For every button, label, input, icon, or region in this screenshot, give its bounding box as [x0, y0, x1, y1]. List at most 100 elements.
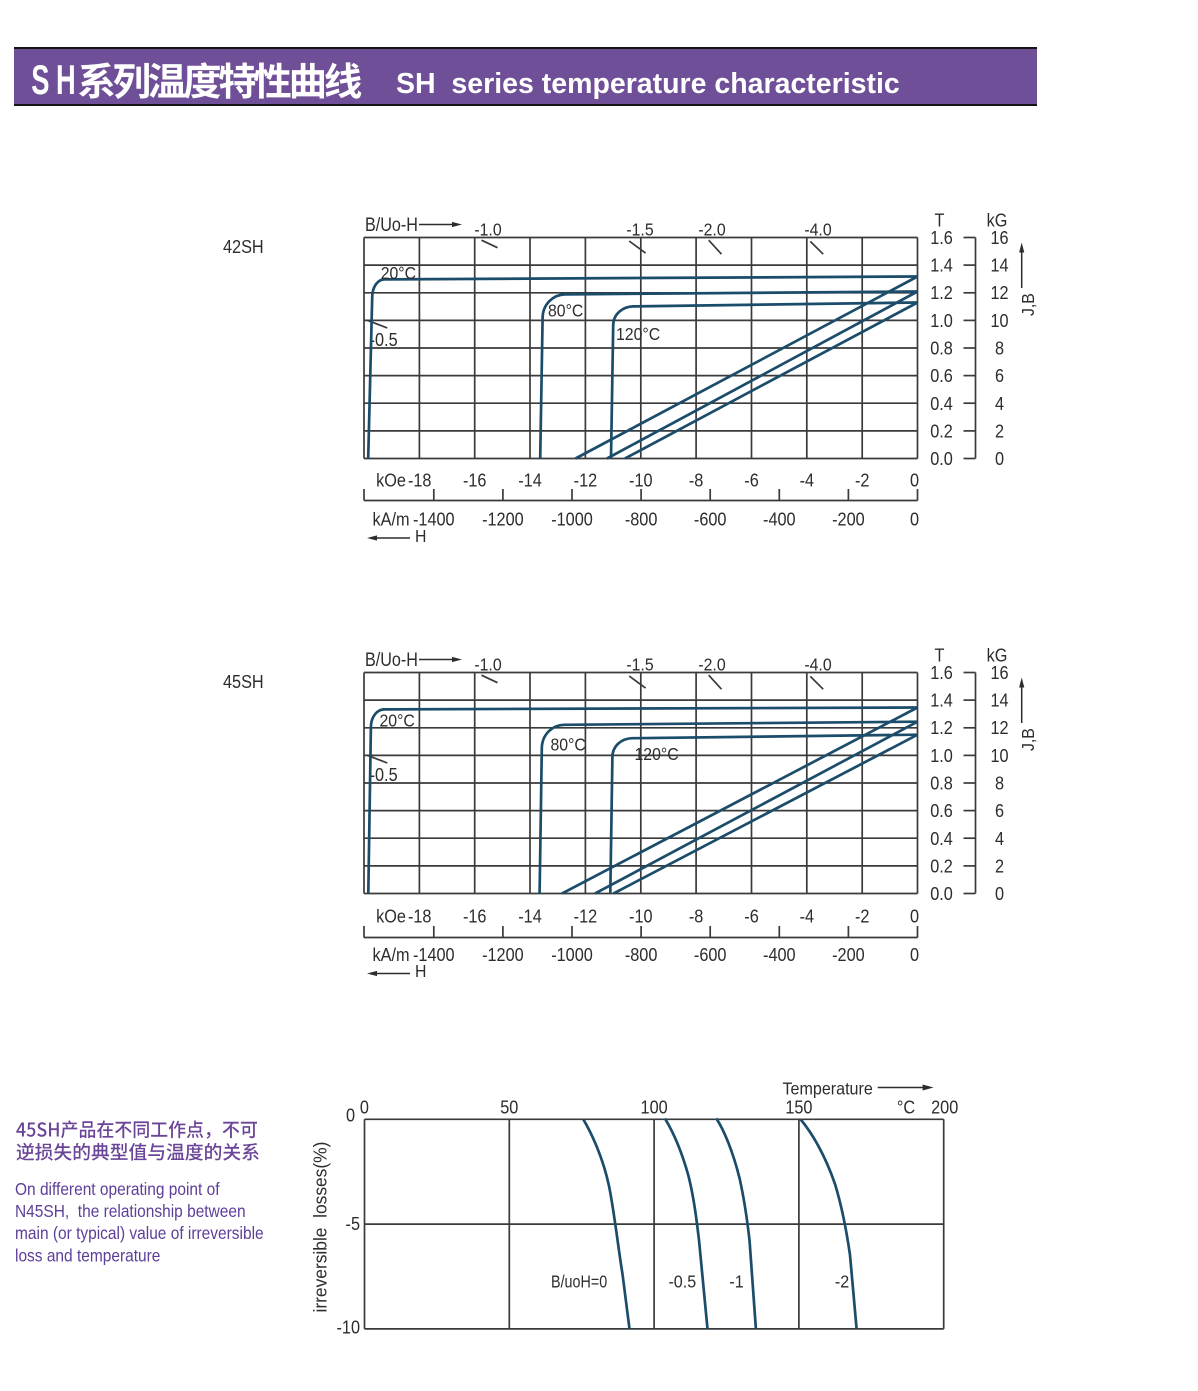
- svg-text:0.0: 0.0: [930, 883, 953, 904]
- svg-text:B/Uo-H: B/Uo-H: [365, 214, 418, 236]
- svg-text:-4.0: -4.0: [804, 220, 831, 240]
- svg-text:1.6: 1.6: [930, 227, 953, 248]
- svg-text:N45SH, the relationship betwe: N45SH, the relationship between: [15, 1201, 246, 1221]
- svg-text:B/uoH=0: B/uoH=0: [551, 1273, 607, 1292]
- svg-text:16: 16: [990, 227, 1008, 248]
- svg-text:0: 0: [346, 1105, 355, 1126]
- svg-text:H: H: [415, 526, 426, 546]
- svg-text:-1200: -1200: [482, 944, 524, 965]
- svg-text:-200: -200: [832, 944, 865, 965]
- svg-text:-8: -8: [689, 470, 703, 491]
- svg-text:irreversible losses(%): irreversible losses(%): [310, 1142, 331, 1313]
- svg-text:-8: -8: [689, 906, 703, 927]
- svg-text:80°C: 80°C: [551, 735, 586, 755]
- svg-text:-0.5: -0.5: [370, 329, 398, 350]
- svg-text:-1400: -1400: [413, 509, 455, 530]
- svg-text:14: 14: [990, 690, 1008, 711]
- svg-text:8: 8: [995, 338, 1004, 359]
- svg-text:8: 8: [995, 773, 1004, 794]
- svg-text:T: T: [935, 210, 945, 231]
- svg-text:2: 2: [995, 855, 1004, 876]
- svg-text:main (or typical) value of irr: main (or typical) value of irreversible: [15, 1223, 264, 1243]
- svg-text:0: 0: [910, 944, 919, 965]
- svg-text:kA/m: kA/m: [372, 944, 409, 965]
- svg-text:-1.5: -1.5: [626, 220, 653, 240]
- svg-text:-10: -10: [336, 1317, 360, 1338]
- svg-text:-10: -10: [629, 470, 653, 491]
- svg-text:-12: -12: [574, 906, 598, 927]
- svg-text:-200: -200: [832, 509, 865, 530]
- svg-text:150: 150: [785, 1097, 812, 1118]
- svg-text:120°C: 120°C: [616, 324, 660, 344]
- svg-text:kA/m: kA/m: [372, 509, 409, 530]
- svg-text:-0.5: -0.5: [668, 1272, 696, 1292]
- svg-text:10: 10: [990, 745, 1008, 766]
- svg-text:H: H: [415, 961, 426, 981]
- svg-text:-1400: -1400: [413, 944, 455, 965]
- svg-text:-12: -12: [574, 470, 598, 491]
- svg-text:B/Uo-H: B/Uo-H: [365, 649, 418, 671]
- svg-text:0.0: 0.0: [930, 448, 953, 469]
- svg-text:1.4: 1.4: [930, 255, 953, 276]
- svg-text:-4: -4: [800, 906, 815, 927]
- svg-text:-1.5: -1.5: [626, 655, 653, 675]
- svg-text:12: 12: [990, 717, 1008, 738]
- svg-text:100: 100: [641, 1097, 668, 1118]
- svg-text:1.4: 1.4: [930, 690, 953, 711]
- svg-text:-1.0: -1.0: [474, 655, 501, 675]
- svg-text:-6: -6: [744, 470, 758, 491]
- svg-text:kOe: kOe: [376, 906, 406, 927]
- svg-text:0.4: 0.4: [930, 828, 953, 849]
- svg-text:0.6: 0.6: [930, 800, 953, 821]
- svg-text:-400: -400: [763, 944, 796, 965]
- svg-text:120°C: 120°C: [635, 744, 679, 764]
- svg-text:-1.0: -1.0: [474, 220, 501, 240]
- svg-text:-600: -600: [694, 944, 727, 965]
- svg-text:-5: -5: [346, 1213, 360, 1234]
- svg-text:kG: kG: [987, 645, 1008, 666]
- svg-text:0: 0: [910, 470, 919, 491]
- svg-text:T: T: [935, 645, 945, 666]
- svg-text:6: 6: [995, 800, 1004, 821]
- svg-text:-14: -14: [518, 470, 542, 491]
- svg-text:-1000: -1000: [551, 944, 593, 965]
- svg-text:-14: -14: [518, 906, 542, 927]
- svg-text:-18: -18: [408, 470, 432, 491]
- svg-text:20°C: 20°C: [380, 711, 415, 731]
- svg-text:12: 12: [990, 282, 1008, 303]
- svg-text:-1200: -1200: [482, 509, 524, 530]
- svg-text:16: 16: [990, 662, 1008, 683]
- svg-text:20°C: 20°C: [381, 263, 416, 283]
- svg-text:-6: -6: [744, 906, 758, 927]
- svg-text:4: 4: [995, 393, 1004, 414]
- svg-text:-800: -800: [625, 944, 658, 965]
- svg-text:0: 0: [995, 448, 1004, 469]
- svg-text:0.8: 0.8: [930, 773, 953, 794]
- svg-text:-2: -2: [855, 906, 869, 927]
- svg-text:0.6: 0.6: [930, 365, 953, 386]
- svg-text:200: 200: [931, 1097, 958, 1118]
- svg-text:0.2: 0.2: [930, 420, 953, 441]
- svg-text:SH series temperature charact: SH series temperature characteristic: [396, 68, 900, 100]
- svg-text:-2.0: -2.0: [698, 655, 725, 675]
- svg-text:-4: -4: [800, 470, 815, 491]
- svg-text:loss and temperature: loss and temperature: [15, 1245, 160, 1265]
- svg-text:6: 6: [995, 365, 1004, 386]
- svg-text:4: 4: [995, 828, 1004, 849]
- svg-text:0: 0: [360, 1097, 369, 1118]
- svg-text:1.2: 1.2: [930, 282, 953, 303]
- svg-text:-16: -16: [463, 470, 487, 491]
- svg-text:°C: °C: [897, 1097, 915, 1118]
- svg-text:kOe: kOe: [376, 470, 406, 491]
- svg-text:-0.5: -0.5: [370, 764, 398, 785]
- svg-text:-600: -600: [694, 509, 727, 530]
- svg-text:0: 0: [995, 883, 1004, 904]
- svg-text:80°C: 80°C: [548, 301, 583, 321]
- svg-text:-1: -1: [729, 1272, 743, 1292]
- svg-text:-10: -10: [629, 906, 653, 927]
- svg-text:1.0: 1.0: [930, 745, 953, 766]
- svg-text:1.2: 1.2: [930, 717, 953, 738]
- svg-text:10: 10: [990, 310, 1008, 331]
- svg-text:45SH: 45SH: [223, 671, 264, 692]
- svg-text:J,B: J,B: [1018, 293, 1038, 316]
